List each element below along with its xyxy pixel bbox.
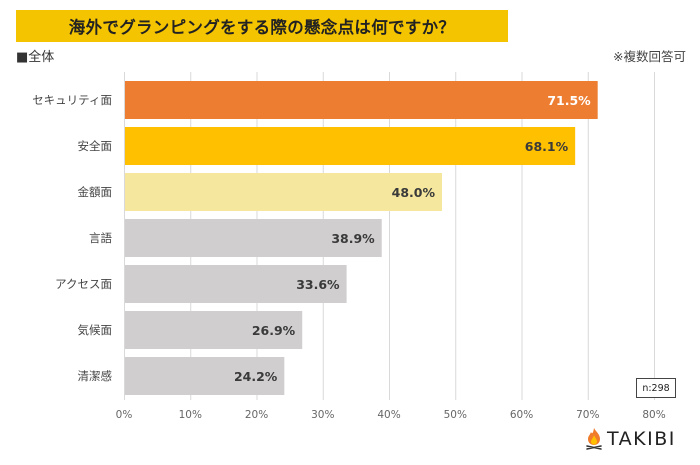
bar-2 xyxy=(125,173,442,211)
category-label: 安全面 xyxy=(78,139,113,153)
x-tick-label: 0% xyxy=(116,409,133,421)
value-label: 24.2% xyxy=(234,369,278,384)
category-label: 清潔感 xyxy=(78,369,113,383)
sample-size-box: n:298 xyxy=(636,378,676,398)
category-label: 金額面 xyxy=(78,185,113,199)
campfire-icon xyxy=(586,428,602,450)
x-tick-label: 80% xyxy=(642,409,665,421)
chart-title-banner: 海外でグランピングをする際の懸念点は何ですか？ xyxy=(16,10,508,42)
multiple-answers-note: ※複数回答可 xyxy=(613,49,686,64)
group-label: ■全体 xyxy=(16,50,55,65)
bar-1 xyxy=(125,127,576,165)
bar-3 xyxy=(125,219,382,257)
bar-6 xyxy=(125,357,285,395)
category-label: セキュリティ面 xyxy=(32,93,112,107)
bar-5 xyxy=(125,311,303,349)
takibi-logo: TAKIBI xyxy=(584,427,676,451)
bar-0 xyxy=(125,81,598,119)
x-tick-labels: 0% 10% 20% 30% 40% 50% 60% 70% 80% xyxy=(116,409,666,421)
x-tick-label: 10% xyxy=(179,409,202,421)
category-label: アクセス面 xyxy=(55,277,112,291)
value-labels: 71.5% 68.1% 48.0% 38.9% 33.6% 26.9% 24.2% xyxy=(234,93,591,384)
x-tick-label: 50% xyxy=(444,409,467,421)
value-label: 38.9% xyxy=(331,231,375,246)
value-label: 33.6% xyxy=(296,277,340,292)
sample-size: n:298 xyxy=(642,382,670,394)
value-label: 71.5% xyxy=(547,93,591,108)
value-label: 68.1% xyxy=(525,139,569,154)
value-label: 48.0% xyxy=(392,185,436,200)
x-tick-label: 40% xyxy=(377,409,400,421)
x-tick-label: 70% xyxy=(576,409,599,421)
category-label: 気候面 xyxy=(78,323,113,337)
x-tick-label: 20% xyxy=(245,409,268,421)
chart-title: 海外でグランピングをする際の懸念点は何ですか？ xyxy=(68,18,456,37)
x-tick-label: 30% xyxy=(311,409,334,421)
value-label: 26.9% xyxy=(252,323,296,338)
category-label: 言語 xyxy=(89,231,112,245)
bars xyxy=(125,81,598,395)
x-tick-label: 60% xyxy=(510,409,533,421)
bar-4 xyxy=(125,265,347,303)
brand-name: TAKIBI xyxy=(607,428,676,450)
